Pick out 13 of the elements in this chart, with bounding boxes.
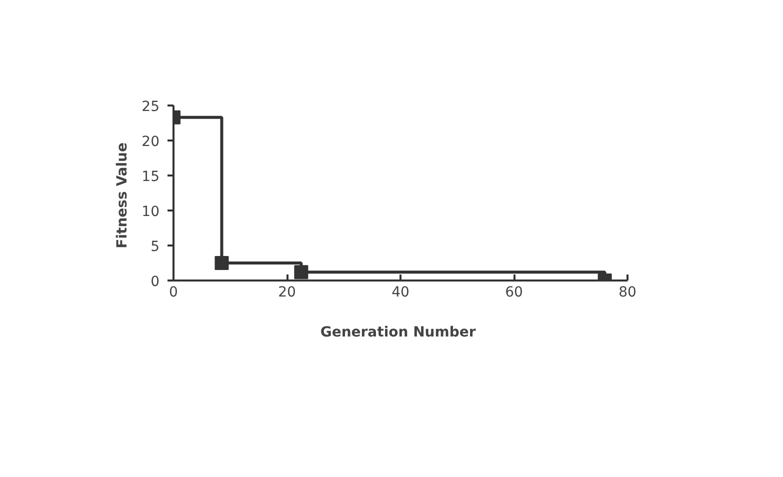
x-tick-label: 20 <box>278 284 296 300</box>
y-tick-label: 5 <box>150 239 160 255</box>
y-tick-label: 10 <box>142 204 160 220</box>
x-tick-label: 80 <box>618 284 636 300</box>
y-tick-label: 15 <box>142 169 160 185</box>
y-tick-label: 0 <box>150 274 160 290</box>
y-axis-title: Fitness Value <box>114 142 131 248</box>
x-axis-title: Generation Number <box>320 324 476 340</box>
x-tick-label: 60 <box>505 284 523 300</box>
x-tick-label: 0 <box>169 284 178 300</box>
y-tick-label: 25 <box>142 99 160 115</box>
y-tick-label: 20 <box>142 134 160 150</box>
x-tick-label: 40 <box>392 284 410 300</box>
